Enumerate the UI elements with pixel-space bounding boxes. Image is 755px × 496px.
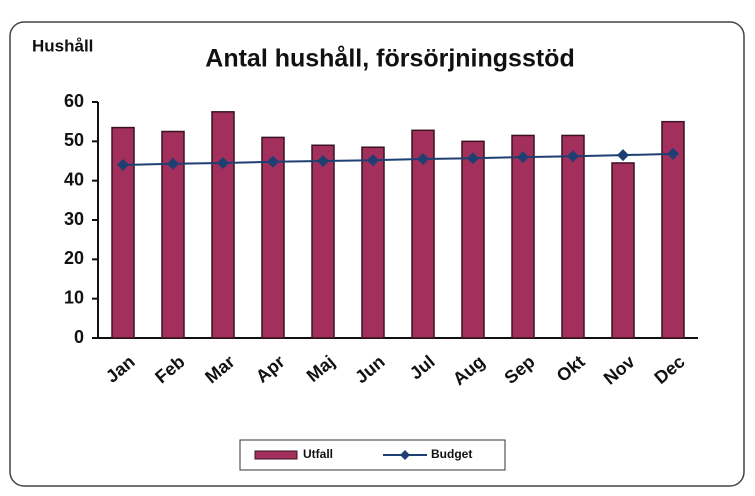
- y-tick-label: 50: [64, 130, 84, 150]
- marker: [617, 149, 629, 162]
- marker: [567, 150, 579, 163]
- bar: [661, 120, 685, 339]
- marker: [667, 147, 679, 160]
- legend-marker: [400, 450, 410, 460]
- y-tick-label: 60: [64, 91, 84, 111]
- bar: [561, 134, 585, 339]
- y-tick-label: 30: [64, 209, 84, 229]
- y-axis-label: Hushåll: [32, 36, 93, 55]
- y-tick-label: 40: [64, 169, 84, 189]
- bar: [311, 144, 335, 339]
- chart-title: Antal hushåll, försörjningsstöd: [205, 45, 574, 73]
- bar: [261, 136, 285, 339]
- bar: [161, 130, 185, 339]
- bar: [361, 146, 385, 339]
- y-tick-label: 20: [64, 248, 84, 268]
- y-tick-label: 10: [64, 287, 84, 307]
- legend-label: Budget: [431, 447, 472, 461]
- marker: [167, 157, 179, 170]
- marker: [317, 155, 329, 167]
- bar: [211, 111, 235, 339]
- bar: [461, 140, 485, 339]
- marker: [467, 152, 479, 165]
- marker: [367, 154, 379, 167]
- bar: [511, 134, 535, 339]
- marker: [417, 153, 429, 166]
- bar: [111, 126, 135, 339]
- marker: [267, 155, 279, 168]
- line: [122, 152, 674, 166]
- legend-swatch: [254, 450, 298, 460]
- bar: [411, 129, 435, 339]
- marker: [117, 158, 129, 171]
- marker: [217, 156, 229, 169]
- y-tick-label: 0: [74, 327, 84, 347]
- legend-label: Utfall: [303, 447, 333, 461]
- bar: [611, 162, 635, 339]
- marker: [517, 151, 529, 164]
